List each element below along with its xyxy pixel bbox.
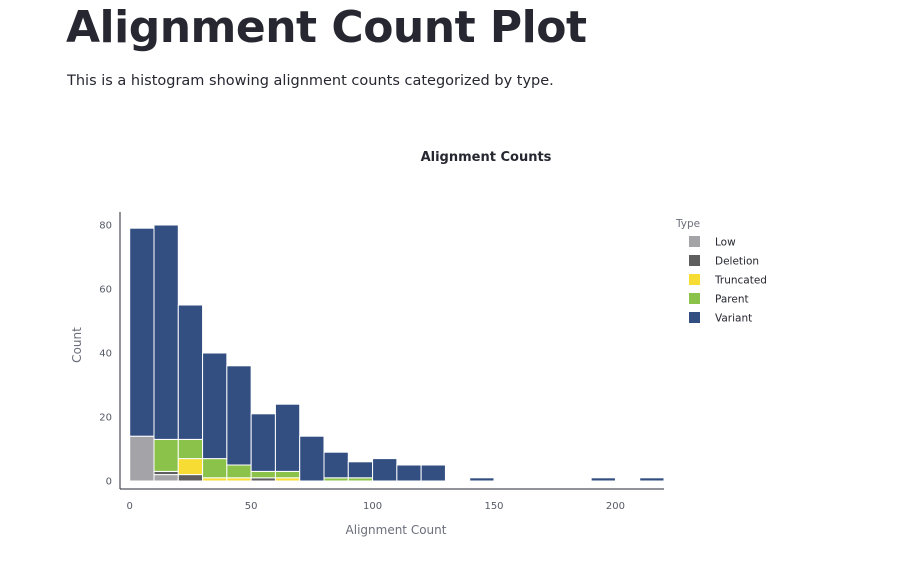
bar-parent-bin-60[interactable]	[274, 470, 301, 479]
bar-variant-bin-210[interactable]	[639, 477, 665, 482]
legend-label-low[interactable]: Low	[715, 237, 736, 249]
legend-swatch-deletion[interactable]	[689, 255, 700, 266]
bar-parent-bin-20[interactable]	[177, 438, 204, 460]
y-tick-label: 0	[106, 477, 112, 488]
legend-label-variant[interactable]: Variant	[715, 313, 752, 325]
bar-parent-bin-50[interactable]	[250, 470, 276, 479]
chart-title: Alignment Counts	[421, 150, 552, 165]
bar-variant-bin-30[interactable]	[202, 352, 228, 460]
bar-variant-bin-100[interactable]	[372, 458, 398, 482]
bar-low-bin-10[interactable]	[153, 474, 179, 482]
bar-parent-bin-30[interactable]	[202, 458, 228, 479]
x-tick-label: 200	[606, 501, 625, 512]
legend-title: Type	[675, 218, 700, 230]
bar-parent-bin-40[interactable]	[226, 464, 252, 479]
bars-layer	[129, 224, 665, 482]
bar-variant-bin-140[interactable]	[469, 477, 495, 482]
page-title: Alignment Count Plot	[66, 2, 587, 53]
bar-truncated-bin-20[interactable]	[177, 458, 204, 476]
bar-variant-bin-90[interactable]	[347, 461, 374, 479]
y-tick-label: 80	[99, 221, 112, 232]
bar-variant-bin-10[interactable]	[153, 224, 179, 440]
y-tick-label: 60	[99, 285, 112, 296]
x-tick-label: 150	[484, 501, 503, 512]
legend-label-deletion[interactable]: Deletion	[715, 256, 759, 268]
bar-variant-bin-80[interactable]	[323, 451, 349, 479]
y-tick-label: 40	[99, 349, 112, 360]
bar-variant-bin-0[interactable]	[129, 227, 155, 437]
legend-swatch-truncated[interactable]	[689, 274, 700, 285]
x-tick-label: 100	[363, 501, 382, 512]
bar-variant-bin-120[interactable]	[420, 464, 446, 482]
legend-swatch-parent[interactable]	[689, 293, 700, 304]
bar-variant-bin-50[interactable]	[250, 413, 276, 472]
y-axis-title: Count	[70, 327, 84, 363]
x-tick-label: 50	[245, 501, 258, 512]
legend-swatch-low[interactable]	[689, 236, 700, 247]
bar-variant-bin-60[interactable]	[274, 403, 301, 472]
bar-variant-bin-20[interactable]	[177, 304, 204, 440]
bar-low-bin-0[interactable]	[129, 435, 155, 482]
bar-variant-bin-190[interactable]	[590, 477, 616, 482]
bar-deletion-bin-20[interactable]	[177, 474, 204, 482]
axes-layer: 0 50 100 150 200 0 20 40 60 80	[99, 212, 664, 512]
page-description: This is a histogram showing alignment co…	[67, 73, 554, 89]
bar-variant-bin-70[interactable]	[299, 435, 325, 482]
legend-label-parent[interactable]: Parent	[715, 294, 749, 306]
legend[interactable]: Type Low Deletion Truncated Parent Variant	[675, 218, 767, 325]
y-tick-label: 20	[99, 413, 112, 424]
legend-swatch-variant[interactable]	[689, 312, 700, 323]
bar-variant-bin-110[interactable]	[396, 464, 422, 482]
bar-parent-bin-10[interactable]	[153, 438, 179, 472]
x-tick-label: 0	[127, 501, 133, 512]
legend-label-truncated[interactable]: Truncated	[714, 275, 767, 287]
bar-variant-bin-40[interactable]	[226, 365, 252, 466]
x-axis-title: Alignment Count	[346, 523, 447, 537]
